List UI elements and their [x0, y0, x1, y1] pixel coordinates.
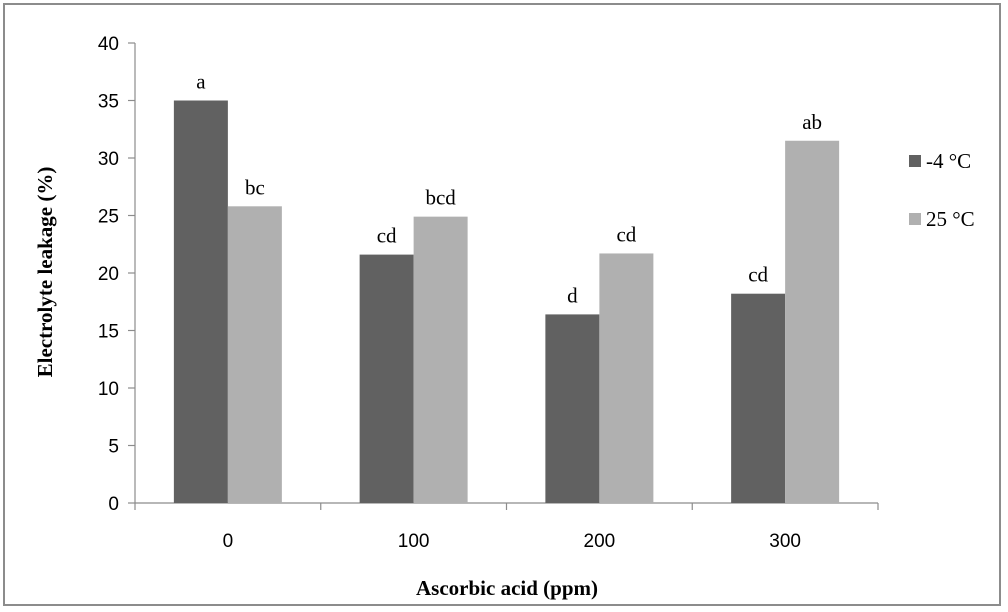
y-tick-label: 40	[98, 34, 119, 55]
legend-swatch	[909, 155, 921, 167]
bar-minus4c-0	[173, 100, 228, 503]
y-tick-label: 20	[98, 264, 119, 285]
y-tick-label: 0	[108, 494, 119, 515]
y-tick-label: 25	[98, 207, 119, 228]
bar-25c-100	[413, 216, 468, 503]
bar-25c-0	[227, 206, 282, 504]
bar-minus4c-300	[731, 293, 786, 503]
x-axis-title: Ascorbic acid (ppm)	[416, 576, 598, 600]
significance-label: cd	[377, 224, 397, 248]
significance-label: ab	[802, 110, 822, 134]
bar-25c-300	[785, 140, 840, 503]
x-tick-label: 200	[584, 531, 616, 552]
y-axis-title: Electrolyte leakage (%)	[33, 167, 57, 378]
y-tick-label: 10	[98, 379, 119, 400]
x-tick-label: 100	[398, 531, 430, 552]
legend-swatch	[909, 213, 921, 225]
plot-area: 0 5 10 15 20 25 30 35 40 a bc 0 cd bcd 100 d cd 200 cd ab 30…	[98, 34, 879, 552]
significance-label: d	[567, 283, 578, 307]
legend-label: 25 °C	[926, 207, 975, 231]
y-tick-label: 30	[98, 149, 119, 170]
legend-label: -4 °C	[926, 149, 971, 173]
x-tick-label: 300	[769, 531, 801, 552]
y-tick-label: 35	[98, 92, 119, 113]
legend: -4 °C 25 °C	[909, 149, 975, 231]
significance-label: cd	[748, 263, 768, 287]
significance-label: cd	[616, 222, 636, 246]
significance-label: a	[196, 70, 206, 94]
significance-label: bcd	[425, 186, 456, 210]
y-tick-label: 5	[108, 437, 119, 458]
bar-minus4c-200	[545, 314, 600, 503]
y-tick-label: 15	[98, 322, 119, 343]
bar-25c-200	[599, 253, 654, 503]
x-tick-label: 0	[223, 531, 234, 552]
bar-minus4c-100	[359, 254, 414, 503]
significance-label: bc	[245, 175, 265, 199]
